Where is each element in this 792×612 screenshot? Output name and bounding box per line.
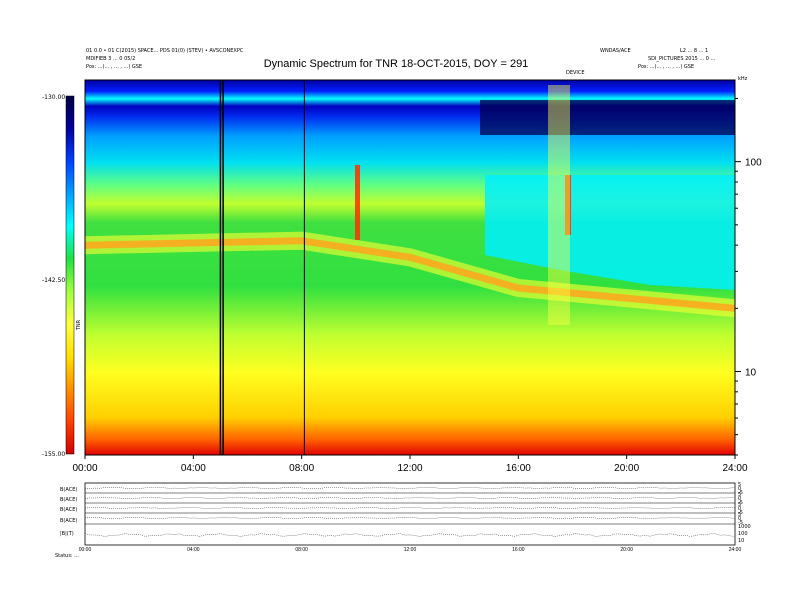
header-right-pos: Pos: ...(... , ... , ...) GSE xyxy=(638,64,695,70)
panel-x-tick-label: 08:00 xyxy=(295,547,308,553)
x-tick-label: 16:00 xyxy=(506,463,531,474)
panel-x-tick-label: 04:00 xyxy=(187,547,200,553)
colorbar-unit-label: TNR xyxy=(76,319,83,331)
header-right-line3: SDI_PICTURES 2015 ... 0 ... xyxy=(648,56,716,62)
event-label: DEVICE xyxy=(566,70,585,76)
panel-trace xyxy=(84,496,736,500)
panel-scale-label: -5 xyxy=(738,510,743,516)
panel-label-3: B(ACE) xyxy=(60,507,78,513)
header-left-line1: 01 0.0 • 01 C(2015) SPACE... PDS 01(0) (… xyxy=(86,48,244,54)
x-tick-label: 00:00 xyxy=(72,463,97,474)
panel-trace xyxy=(84,486,736,490)
freq-unit-label: kHz xyxy=(738,76,748,82)
colorbar-top-label: -130.00 xyxy=(42,94,66,101)
x-tick-label: 12:00 xyxy=(397,463,422,474)
burst-18h xyxy=(565,175,571,235)
panel-x-tick-label: 24:00 xyxy=(729,547,742,553)
panel-scale-label: -5 xyxy=(738,520,743,526)
burst-10h xyxy=(355,165,360,240)
panel-label-1: B(ACE) xyxy=(60,487,78,493)
panel-trace xyxy=(84,516,736,520)
panel-trace xyxy=(84,506,736,510)
panel-scale-label: 0 xyxy=(738,486,742,492)
panel-x-tick-label: 20:00 xyxy=(620,547,633,553)
header-left-pos: Pos: ...(... , ... , ...) GSE xyxy=(86,64,143,70)
panel-x-tick-label: 12:00 xyxy=(404,547,417,553)
chart-title: Dynamic Spectrum for TNR 18-OCT-2015, DO… xyxy=(263,58,529,70)
panel-footer: Status: ... xyxy=(55,553,79,559)
colorbar-mid-label: -142.50 xyxy=(42,277,66,284)
emission-band-halo xyxy=(84,231,736,318)
panel-label-5: |B|(T) xyxy=(60,531,74,537)
panel-scale-label: 100 xyxy=(738,531,748,537)
cyan-region xyxy=(485,175,735,290)
panel-scale-label: 5 xyxy=(738,482,742,488)
panel-scale-label: 5 xyxy=(738,502,742,508)
panel-scale-label: -5 xyxy=(738,500,743,506)
panel-scale-label: 0 xyxy=(738,496,742,502)
panels-frame xyxy=(84,482,736,546)
panel-label-2: B(ACE) xyxy=(60,497,78,503)
colorbar-bottom-label: -155.00 xyxy=(42,451,66,458)
x-tick-label: 08:00 xyxy=(289,463,314,474)
header-right-line2: L2 ... 8 ... 1 xyxy=(680,48,709,54)
panel-scale-label: 1000 xyxy=(738,524,751,530)
x-tick-label: 04:00 xyxy=(181,463,206,474)
x-tick-label: 24:00 xyxy=(722,463,747,474)
panel-scale-label: 10 xyxy=(738,538,745,544)
panel-scale-label: 5 xyxy=(738,512,742,518)
panel-scale-label: 0 xyxy=(738,506,742,512)
upper-dark-region xyxy=(480,100,735,135)
y-tick-label: 10 xyxy=(745,367,757,378)
burst-17h xyxy=(548,85,570,325)
x-tick-label: 20:00 xyxy=(614,463,639,474)
panel-scale-label: -5 xyxy=(738,490,743,496)
header-right-line1: WNDAS/ACE xyxy=(600,48,631,54)
panel-scale-label: 0 xyxy=(738,516,742,522)
colorbar xyxy=(65,95,75,455)
panel-scale-label: 5 xyxy=(738,492,742,498)
panel-trace xyxy=(84,533,736,537)
panel-x-tick-label: 00:00 xyxy=(79,547,92,553)
y-tick-label: 100 xyxy=(745,158,762,169)
panel-label-4: B(ACE) xyxy=(60,518,78,524)
panel-x-tick-label: 16:00 xyxy=(512,547,525,553)
header-left-line2: MDIFIEB 3 ... 0 05/2 xyxy=(86,56,136,62)
